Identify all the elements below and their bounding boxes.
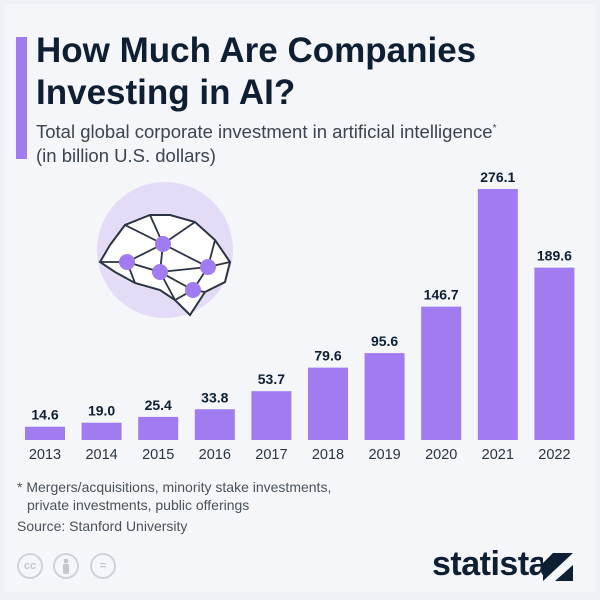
bar-2013: [25, 426, 65, 440]
data-label: 14.6: [31, 407, 58, 423]
bar-2016: [194, 409, 235, 440]
brain-nodes: [119, 236, 216, 298]
bar-2020: [421, 306, 462, 440]
x-tick-label: 2018: [312, 447, 344, 463]
data-label: 276.1: [480, 169, 515, 185]
statista-logo-mark-icon: [543, 553, 573, 581]
x-tick-label: 2020: [425, 447, 457, 463]
cc-icon[interactable]: cc: [17, 553, 43, 579]
person-glyph: [63, 558, 69, 574]
statista-logo[interactable]: statista: [432, 545, 548, 583]
data-label: 25.4: [145, 397, 172, 413]
x-tick-label: 2016: [199, 447, 231, 463]
bar-2019: [364, 353, 405, 440]
data-label: 19.0: [88, 403, 115, 419]
subtitle-text: Total global corporate investment in art…: [36, 121, 493, 143]
bar-2017: [251, 391, 292, 440]
bar-2022: [534, 267, 575, 440]
x-tick-label: 2013: [29, 447, 61, 463]
x-tick-label: 2014: [85, 447, 117, 463]
x-tick-label: 2019: [368, 447, 400, 463]
footnote: * Mergers/acquisitions, minority stake i…: [17, 478, 331, 514]
x-tick-label: 2021: [482, 447, 514, 463]
source-note: Source: Stanford University: [17, 518, 188, 534]
no-derivatives-icon[interactable]: =: [90, 553, 116, 579]
x-tick-label: 2022: [538, 447, 570, 463]
x-tick-label: 2017: [255, 447, 287, 463]
footnote-line-1: * Mergers/acquisitions, minority stake i…: [17, 479, 332, 495]
brain-illustration: [97, 182, 233, 318]
bar-2018: [308, 367, 348, 440]
data-label: 33.8: [201, 389, 228, 405]
data-label: 189.6: [537, 248, 572, 264]
bar-2021: [477, 189, 518, 440]
data-label: 79.6: [314, 348, 341, 364]
footnote-line-2: private investments, public offerings: [27, 497, 250, 513]
x-tick-label: 2015: [142, 447, 174, 463]
bar-2015: [138, 416, 179, 440]
unit-note: (in billion U.S. dollars): [36, 145, 216, 167]
data-label: 53.7: [258, 371, 285, 387]
bar-2014: [81, 422, 122, 440]
title-accent-bar: [16, 37, 27, 159]
data-label: 95.6: [371, 333, 398, 349]
chart-subtitle: Total global corporate investment in art…: [36, 117, 596, 168]
data-label: 146.7: [424, 287, 459, 303]
subtitle-marker: *: [492, 123, 497, 134]
attribution-icon[interactable]: [53, 553, 79, 579]
chart-title: How Much Are Companies Investing in AI?: [36, 31, 477, 112]
